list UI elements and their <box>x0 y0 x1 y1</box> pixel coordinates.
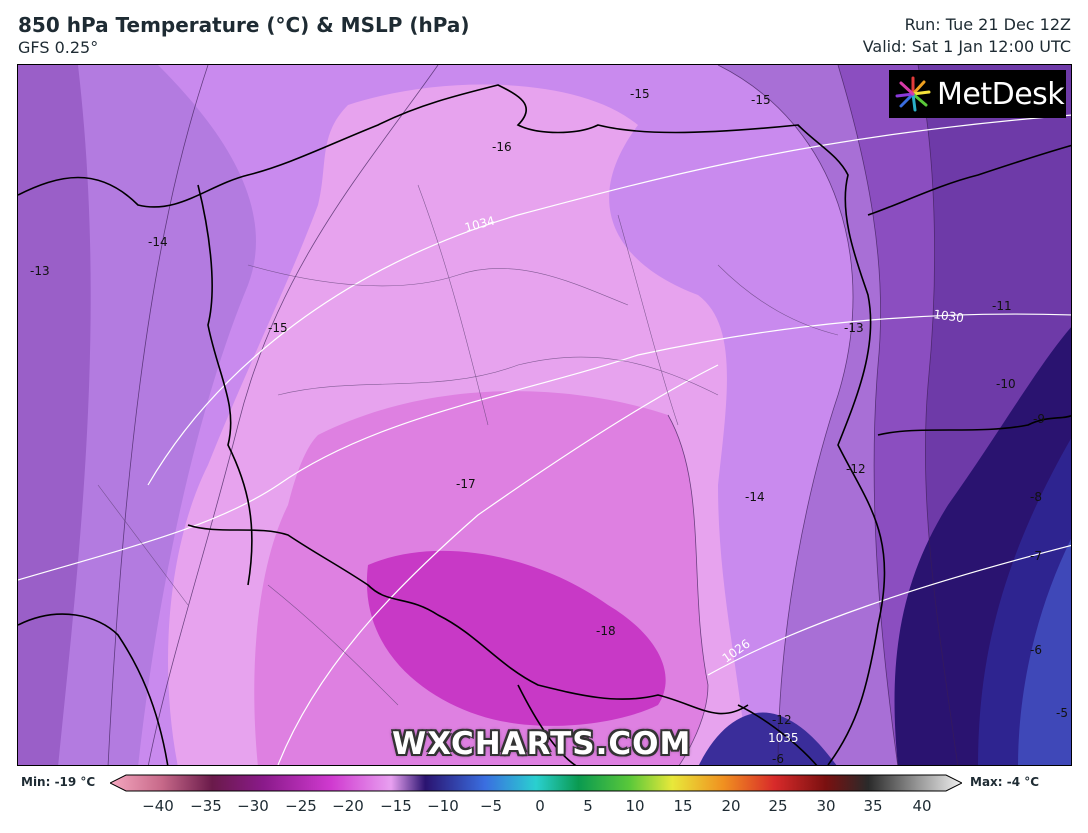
temp-label: -18 <box>596 624 616 638</box>
temp-label: -14 <box>148 235 168 249</box>
temp-label: -13 <box>30 264 50 278</box>
weather-map[interactable]: -15 -15 -16 -14 -13 -15 -13 -11 -10 -9 -… <box>17 64 1072 766</box>
temp-label: -7 <box>1030 549 1042 563</box>
colorbar-tick: −25 <box>285 797 317 815</box>
temp-label: -13 <box>844 321 864 335</box>
temp-label: -15 <box>630 87 650 101</box>
colorbar-tick: −5 <box>479 797 503 815</box>
colorbar-tick: −30 <box>237 797 269 815</box>
temp-label: -11 <box>992 299 1012 313</box>
colorbar-tick: −15 <box>380 797 412 815</box>
regional-borders <box>97 184 839 706</box>
temp-label: -15 <box>268 321 288 335</box>
colorbar-tick: 30 <box>816 797 836 815</box>
model-name: GFS 0.25° <box>18 38 99 57</box>
metdesk-starburst-icon <box>895 76 931 112</box>
temp-label: -6 <box>1030 643 1042 657</box>
country-borders <box>18 84 1071 765</box>
header-left: 850 hPa Temperature (°C) & MSLP (hPa) GF… <box>18 12 469 58</box>
colorbar-tick: 20 <box>721 797 741 815</box>
temperature-contours <box>107 65 959 765</box>
temp-label: -15 <box>751 93 771 107</box>
colorbar-tick: 0 <box>535 797 545 815</box>
isobar-label: 1030 <box>933 307 965 325</box>
temperature-labels: -15 -15 -16 -14 -13 -15 -13 -11 -10 -9 -… <box>30 87 1068 766</box>
colorbar-tick: 15 <box>673 797 693 815</box>
header-right: Run: Tue 21 Dec 12Z Valid: Sat 1 Jan 12:… <box>863 14 1071 58</box>
colorbar-tick: −20 <box>332 797 364 815</box>
run-time: Run: Tue 21 Dec 12Z <box>904 15 1071 34</box>
temp-label: -8 <box>1030 490 1042 504</box>
colorbar-tick: −10 <box>427 797 459 815</box>
colorbar-max-label: Max: -4 °C <box>970 775 1040 789</box>
temp-label: -14 <box>745 490 765 504</box>
valid-time: Valid: Sat 1 Jan 12:00 UTC <box>862 37 1071 56</box>
colorbar-ticks: −40 −35 −30 −25 −20 −15 −10 −5 0 5 10 15… <box>0 797 1088 819</box>
isobars <box>18 114 1071 765</box>
temp-band-east-5 <box>1018 539 1071 765</box>
temp-label: -16 <box>492 140 512 154</box>
isobar-label: 1035 <box>768 731 799 745</box>
colorbar-tick: 35 <box>863 797 883 815</box>
temp-label: -9 <box>1033 412 1045 426</box>
colorbar-tick: −35 <box>190 797 222 815</box>
temp-band-14 <box>58 65 438 765</box>
temp-label: -12 <box>846 462 866 476</box>
wxcharts-watermark: WXCHARTS.COM <box>392 726 692 762</box>
map-canvas: -15 -15 -16 -14 -13 -15 -13 -11 -10 -9 -… <box>18 65 1071 766</box>
temp-label: -6 <box>772 752 784 766</box>
temp-core-18 <box>366 550 666 726</box>
temp-label: -12 <box>772 713 792 727</box>
colorbar-tick: −40 <box>142 797 174 815</box>
colorbar-tick: 10 <box>625 797 645 815</box>
chart-title: 850 hPa Temperature (°C) & MSLP (hPa) <box>18 13 470 37</box>
colorbar-min-label: Min: -19 °C <box>21 775 96 789</box>
temp-label: -10 <box>996 377 1016 391</box>
temp-label: -17 <box>456 477 476 491</box>
colorbar-tick: 40 <box>912 797 932 815</box>
temp-label: -5 <box>1056 706 1068 720</box>
metdesk-logo: MetDesk <box>889 70 1066 118</box>
colorbar-tick: 25 <box>768 797 788 815</box>
colorbar-tick: 5 <box>583 797 593 815</box>
temperature-colorbar <box>110 774 962 792</box>
temp-pocket-south <box>699 712 837 765</box>
metdesk-logo-text: MetDesk <box>937 76 1065 112</box>
